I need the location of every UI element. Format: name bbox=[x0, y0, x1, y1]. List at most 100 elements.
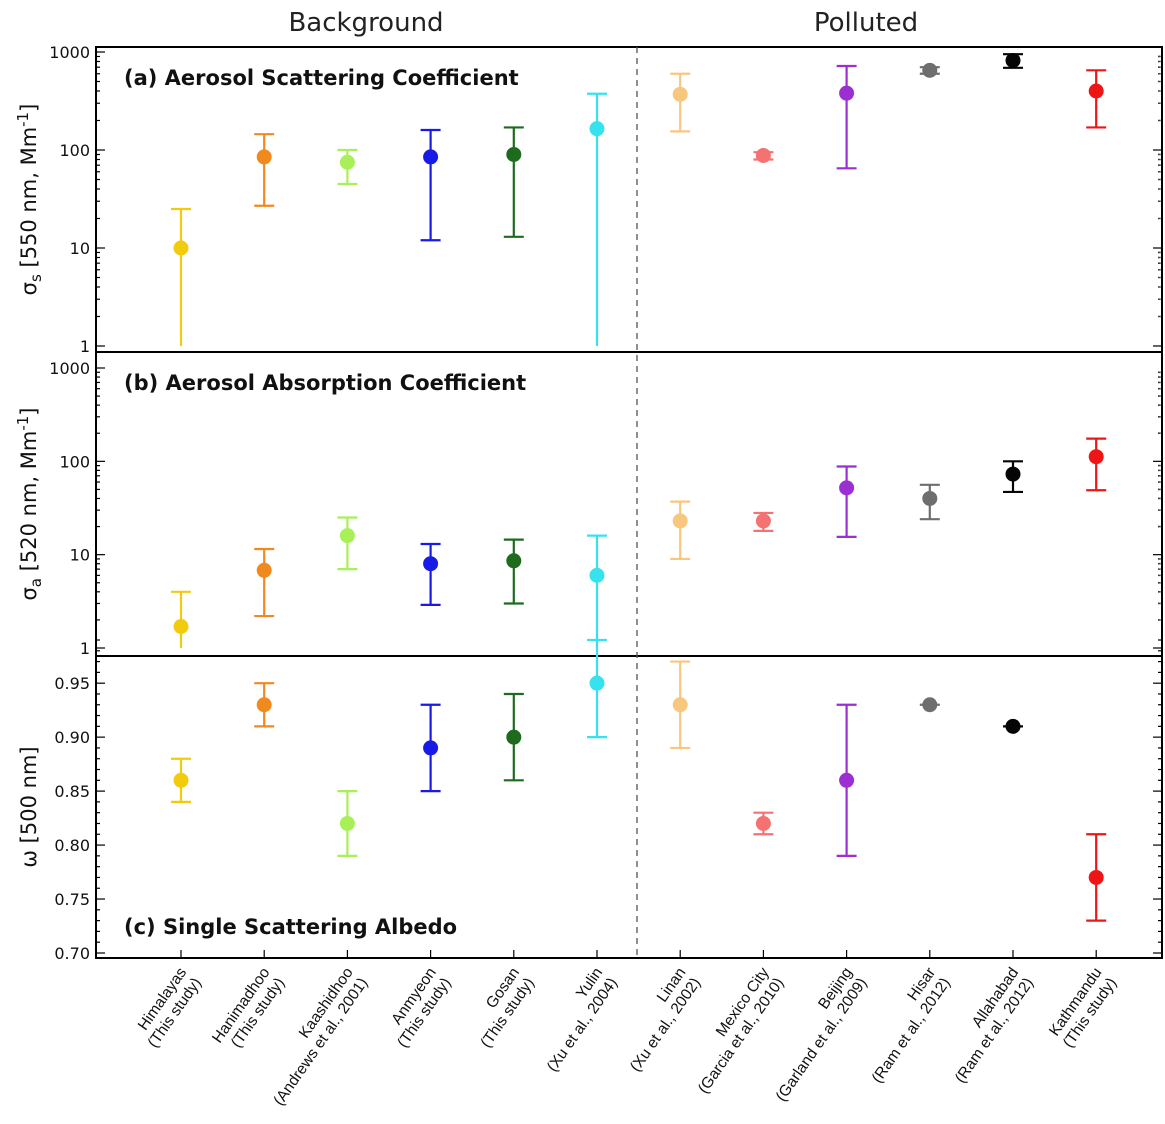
marker bbox=[423, 740, 439, 756]
marker bbox=[423, 556, 439, 572]
data-point-kaashidhoo bbox=[337, 516, 358, 571]
data-point-hanimadhoo bbox=[254, 547, 275, 618]
site-label: Himalayas(This study) bbox=[130, 964, 205, 1051]
data-point-mexico-city bbox=[753, 811, 774, 836]
marker bbox=[173, 618, 189, 634]
y-tick-label: 10 bbox=[70, 239, 90, 258]
marker bbox=[173, 772, 189, 788]
panel-title: (b) Aerosol Absorption Coefficient bbox=[124, 371, 526, 395]
marker bbox=[839, 85, 855, 101]
y-tick-label: 100 bbox=[59, 141, 90, 160]
data-point-linan bbox=[670, 72, 691, 133]
marker bbox=[256, 149, 272, 165]
y-ticks: 0.70 0.75 0.80 0.85 0.90 0.95 bbox=[54, 639, 1162, 963]
data-point-kathmandu bbox=[1086, 437, 1107, 492]
marker bbox=[1005, 718, 1021, 734]
y-tick-label: 1000 bbox=[49, 359, 90, 378]
data-point-yulin bbox=[587, 638, 607, 739]
y-tick-label: 0.85 bbox=[54, 782, 90, 801]
data-point-kaashidhoo bbox=[337, 790, 358, 857]
panel-frame bbox=[95, 655, 1163, 959]
panel-b: 1 10 100 1000 (b) Aerosol Absorption Coeffic… bbox=[14, 351, 1163, 658]
y-tick-label: 0.80 bbox=[54, 836, 90, 855]
panel-c: 0.70 0.75 0.80 0.85 0.90 0.95 (c) Single Scatt… bbox=[17, 638, 1163, 963]
data-point-beijing bbox=[836, 64, 857, 170]
site-label: Hisar(Ram et al., 2012) bbox=[854, 965, 954, 1087]
data-point-himalayas bbox=[171, 757, 191, 803]
data-point-yulin bbox=[587, 92, 607, 346]
marker bbox=[922, 62, 938, 78]
data-point-gosan bbox=[503, 692, 524, 782]
data-point-yulin bbox=[587, 534, 607, 648]
y-tick-label: 0.75 bbox=[54, 890, 90, 909]
data-point-linan bbox=[670, 660, 691, 750]
panel-title: (c) Single Scattering Albedo bbox=[124, 915, 457, 939]
marker bbox=[672, 513, 688, 529]
data-point-hisar bbox=[919, 697, 940, 713]
site-label: Gosan(This study) bbox=[463, 965, 538, 1051]
marker bbox=[339, 154, 355, 170]
data-point-himalayas bbox=[171, 207, 191, 346]
data-point-mexico-city bbox=[753, 511, 774, 532]
y-tick-label: 1 bbox=[80, 639, 90, 658]
y-tick-label: 100 bbox=[59, 452, 90, 471]
marker bbox=[1088, 869, 1104, 885]
marker bbox=[1005, 466, 1021, 482]
site-label: Kathmandu(This study) bbox=[1045, 965, 1120, 1051]
y-ticks: 1 10 100 1000 bbox=[49, 359, 1162, 658]
panel-frame bbox=[95, 46, 1163, 353]
site-labels: Himalayas(This study) Hanimadhoo(This stu… bbox=[130, 964, 1120, 1108]
marker bbox=[506, 146, 522, 162]
y-axis-label: σs [550 nm, Mm-1] bbox=[14, 104, 45, 296]
data-point-allahabad bbox=[1003, 52, 1023, 69]
data-point-beijing bbox=[836, 465, 857, 539]
y-tick-label: 10 bbox=[70, 546, 90, 565]
marker bbox=[672, 86, 688, 102]
marker bbox=[256, 697, 272, 713]
marker bbox=[589, 121, 605, 137]
data-point-hisar bbox=[919, 483, 940, 521]
marker bbox=[755, 815, 771, 831]
y-tick-label: 1000 bbox=[49, 43, 90, 62]
data-point-anmyeon bbox=[420, 542, 441, 606]
marker bbox=[506, 729, 522, 745]
data-point-allahabad bbox=[1003, 460, 1023, 494]
marker bbox=[589, 675, 605, 691]
site-label: Yulin(Xu et al., 2004) bbox=[529, 965, 621, 1075]
marker bbox=[506, 553, 522, 569]
data-point-hisar bbox=[919, 62, 940, 78]
site-label: Linan(Xu et al., 2002) bbox=[612, 965, 704, 1075]
group-label-background: Background bbox=[288, 8, 443, 38]
data-point-kathmandu bbox=[1086, 69, 1107, 129]
marker bbox=[1088, 83, 1104, 99]
marker bbox=[589, 567, 605, 583]
marker bbox=[339, 815, 355, 831]
y-axis-label: σa [520 nm, Mm-1] bbox=[14, 407, 45, 600]
data-point-hanimadhoo bbox=[254, 682, 275, 728]
marker bbox=[1005, 52, 1021, 68]
site-label: Hanimadhoo(This study) bbox=[209, 965, 288, 1057]
marker bbox=[256, 562, 272, 578]
y-tick-label: 1 bbox=[80, 337, 90, 356]
data-point-allahabad bbox=[1003, 718, 1023, 734]
data-point-hanimadhoo bbox=[254, 133, 275, 207]
marker bbox=[922, 490, 938, 506]
marker bbox=[173, 240, 189, 256]
panel-title: (a) Aerosol Scattering Coefficient bbox=[124, 66, 519, 90]
marker bbox=[423, 149, 439, 165]
data-point-kathmandu bbox=[1086, 833, 1107, 922]
marker bbox=[672, 697, 688, 713]
y-axis-label: ω [500 nm] bbox=[17, 746, 41, 867]
data-point-anmyeon bbox=[420, 703, 441, 793]
marker bbox=[755, 513, 771, 529]
marker bbox=[339, 528, 355, 544]
data-point-gosan bbox=[503, 538, 524, 605]
data-point-beijing bbox=[836, 703, 857, 857]
site-label: Allahabad(Ram et al., 2012) bbox=[937, 965, 1037, 1087]
y-tick-label: 0.90 bbox=[54, 728, 90, 747]
data-point-mexico-city bbox=[753, 147, 774, 163]
data-point-kaashidhoo bbox=[337, 148, 358, 186]
y-ticks: 1 10 100 1000 bbox=[49, 43, 1162, 356]
marker bbox=[839, 480, 855, 496]
